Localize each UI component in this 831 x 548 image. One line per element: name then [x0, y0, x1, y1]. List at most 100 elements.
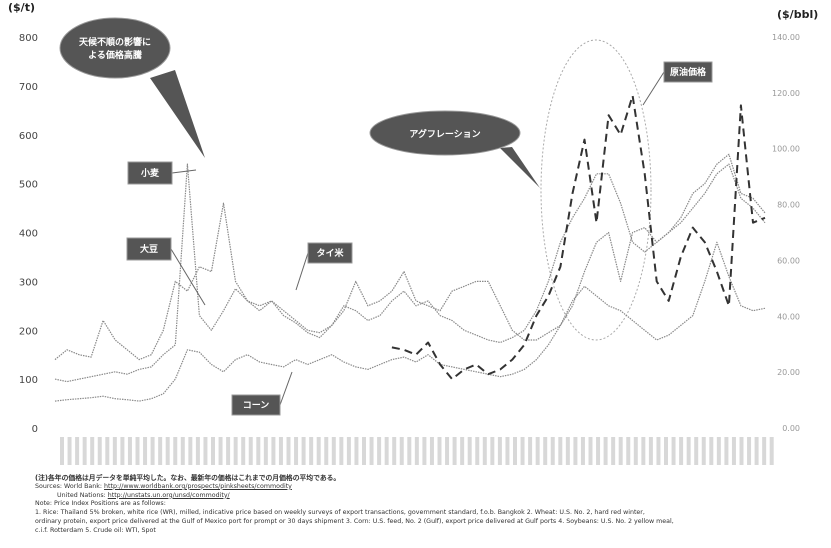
left-axis-unit: ($/t)	[8, 1, 35, 14]
x-tick-mark	[112, 437, 117, 465]
x-tick-mark	[626, 437, 631, 465]
worldbank-link[interactable]: http://www.worldbank.org/prospects/pinks…	[104, 482, 292, 490]
wheat-label: 小麦	[140, 167, 160, 179]
x-tick-mark	[286, 437, 291, 465]
x-tick-mark	[528, 437, 533, 465]
x-tick-mark	[611, 437, 616, 465]
x-tick-mark	[241, 437, 246, 465]
x-tick-mark	[550, 437, 555, 465]
x-tick-mark	[709, 437, 714, 465]
left-tick-label: 600	[19, 131, 38, 142]
right-tick-label: 100.00	[772, 145, 800, 154]
x-tick-mark	[173, 437, 178, 465]
x-tick-mark	[641, 437, 646, 465]
x-tick-mark	[233, 437, 238, 465]
x-tick-mark	[664, 437, 668, 465]
note-line-5: 1. Rice: Thailand 5% broken, white rice …	[35, 509, 645, 517]
left-tick-label: 300	[19, 277, 38, 288]
x-tick-mark	[467, 437, 472, 465]
x-tick-mark	[437, 437, 442, 465]
x-tick-mark	[248, 437, 253, 465]
right-tick-label: 60.00	[777, 256, 800, 265]
x-tick-mark	[535, 437, 540, 465]
x-tick-mark	[165, 437, 170, 465]
x-tick-mark	[656, 437, 661, 465]
x-tick-mark	[301, 437, 306, 465]
footnotes: (注)各年の価格は月データを単純平均した。なお、最新年の価格はこれまでの月価格の…	[35, 474, 815, 536]
un-link[interactable]: http://unstats.un.org/unsd/commodity/	[107, 491, 230, 499]
x-tick-mark	[679, 437, 684, 465]
x-tick-mark	[203, 437, 208, 465]
right-tick-label: 0.00	[782, 424, 800, 433]
x-tick-mark	[256, 437, 261, 465]
x-tick-mark	[384, 437, 389, 465]
x-tick-mark	[596, 437, 601, 465]
left-tick-label: 500	[19, 180, 38, 191]
right-axis-unit: ($/bbl)	[777, 8, 819, 21]
x-tick-mark	[724, 437, 729, 465]
x-tick-mark	[716, 437, 721, 465]
series-line-3	[391, 94, 766, 381]
x-tick-mark	[422, 437, 427, 465]
series-line-2	[54, 153, 766, 361]
x-tick-mark	[188, 437, 193, 465]
x-tick-mark	[362, 437, 366, 465]
left-tick-label: 100	[19, 375, 38, 386]
agflation-bubble	[369, 110, 521, 156]
x-tick-mark	[497, 437, 502, 465]
series-line-0	[54, 241, 766, 402]
x-tick-mark	[158, 437, 163, 465]
x-tick-mark	[460, 437, 465, 465]
right-tick-label: 40.00	[777, 312, 800, 321]
x-tick-mark	[195, 437, 200, 465]
x-tick-mark	[278, 437, 283, 465]
right-tick-label: 120.00	[772, 89, 800, 98]
series-line-1	[54, 163, 766, 383]
note-line-2-prefix: Sources: World Bank:	[35, 482, 105, 490]
x-tick-mark	[520, 437, 525, 465]
oil-label-leader	[642, 71, 665, 106]
x-tick-mark	[60, 437, 64, 465]
x-tick-mark	[573, 437, 578, 465]
x-tick-mark	[754, 437, 759, 465]
left-tick-label: 0	[32, 424, 38, 435]
x-tick-mark	[452, 437, 457, 465]
right-axis-ticks: 0.00 20.00 40.00 60.00 80.00 100.00 120.00 140.…	[772, 33, 800, 433]
right-tick-label: 80.00	[777, 201, 800, 210]
note-line-1: (注)各年の価格は月データを単純平均した。なお、最新年の価格はこれまでの月価格の…	[35, 474, 341, 482]
x-tick-mark	[731, 437, 736, 465]
x-tick-mark	[414, 437, 419, 465]
left-tick-label: 400	[19, 229, 38, 240]
x-tick-mark	[618, 437, 623, 465]
corn-label-box	[231, 394, 281, 416]
x-tick-mark	[633, 437, 638, 465]
x-tick-mark	[558, 437, 563, 465]
x-tick-mark	[309, 437, 314, 465]
corn-label: コーン	[243, 400, 270, 411]
x-tick-mark	[490, 437, 495, 465]
x-tick-mark	[180, 437, 185, 465]
x-tick-mark	[392, 437, 397, 465]
x-tick-mark	[588, 437, 593, 465]
price-chart: 0 100 200 300 400 500 600 700 800 0.00 20.00 40.00…	[19, 17, 800, 465]
weather-bubble	[59, 17, 171, 79]
x-tick-mark	[294, 437, 299, 465]
x-tick-mark	[762, 437, 767, 465]
x-tick-mark	[324, 437, 329, 465]
weather-bubble-text-2: よる価格高騰	[88, 49, 143, 61]
x-tick-mark	[211, 437, 215, 465]
note-line-3: United Nations: http://unstats.un.org/un…	[35, 492, 815, 501]
x-tick-mark	[120, 437, 125, 465]
right-tick-label: 20.00	[777, 368, 800, 377]
x-tick-mark	[369, 437, 374, 465]
weather-bubble-text-1: 天候不順の影響に	[79, 36, 151, 48]
x-tick-mark	[218, 437, 223, 465]
x-tick-mark	[316, 437, 321, 465]
soy-label-leader	[170, 248, 206, 306]
x-tick-mark	[143, 437, 148, 465]
corn-label-leader	[279, 371, 293, 406]
x-tick-mark	[354, 437, 359, 465]
x-tick-mark	[407, 437, 412, 465]
x-tick-mark	[346, 437, 351, 465]
